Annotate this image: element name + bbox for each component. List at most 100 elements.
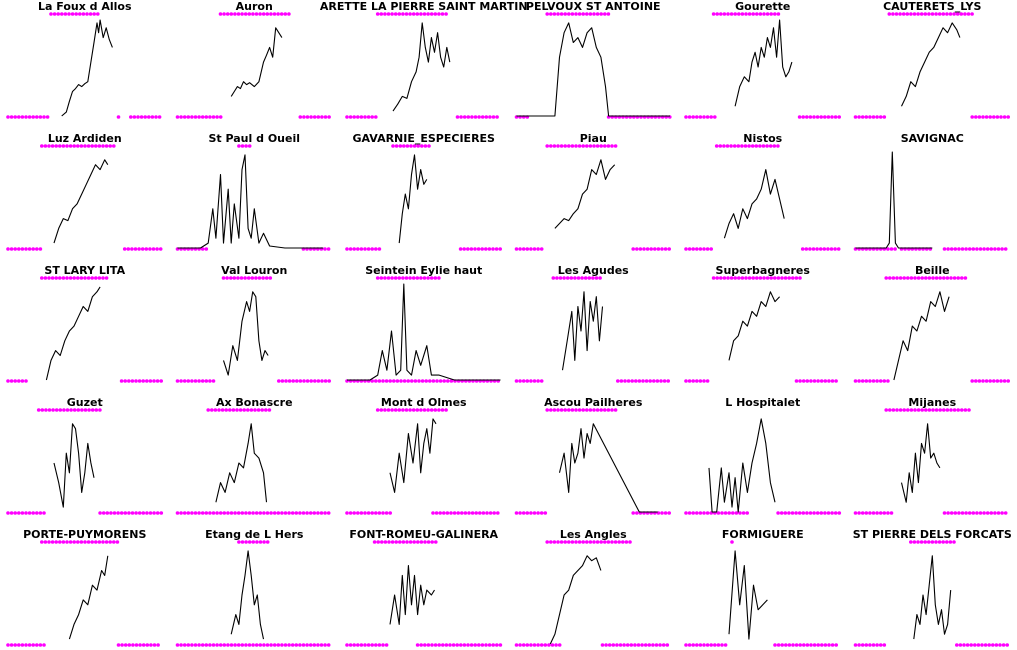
- marker-top: [408, 276, 412, 280]
- marker-bottom: [101, 511, 106, 515]
- marker-bottom: [132, 115, 137, 119]
- marker-bottom: [822, 247, 827, 251]
- marker-top: [81, 12, 86, 16]
- marker-top: [83, 408, 88, 412]
- series-line: [53, 159, 109, 244]
- marker-top: [715, 276, 719, 280]
- marker-top: [755, 276, 759, 280]
- marker-top: [244, 144, 248, 148]
- marker-top: [404, 12, 409, 16]
- marker-bottom: [702, 247, 706, 251]
- marker-top: [70, 12, 75, 16]
- marker-bottom: [320, 379, 324, 383]
- marker-bottom: [6, 247, 10, 251]
- marker-bottom: [222, 511, 227, 515]
- marker-bottom: [462, 247, 466, 251]
- marker-top: [898, 408, 903, 412]
- marker-bottom: [716, 511, 721, 515]
- marker-top: [725, 144, 730, 148]
- marker-top: [740, 276, 745, 280]
- marker-bottom: [208, 643, 212, 647]
- marker-top: [750, 144, 755, 148]
- marker-bottom: [294, 643, 299, 647]
- marker-top: [934, 540, 938, 544]
- marker-top: [891, 408, 896, 412]
- marker-bottom: [652, 379, 656, 383]
- marker-bottom: [705, 511, 710, 515]
- marker-bottom: [155, 247, 159, 251]
- marker-bottom: [995, 115, 1000, 119]
- marker-bottom: [857, 115, 861, 119]
- marker-bottom: [233, 643, 237, 647]
- marker-top: [887, 12, 892, 16]
- marker-bottom: [684, 643, 688, 647]
- marker-top: [901, 12, 906, 16]
- marker-top: [404, 276, 409, 280]
- marker-bottom: [446, 379, 450, 383]
- marker-top: [217, 408, 221, 412]
- marker-top: [419, 540, 424, 544]
- marker-bottom: [308, 643, 313, 647]
- marker-bottom: [667, 247, 671, 251]
- marker-top: [952, 408, 957, 412]
- marker-bottom: [723, 511, 728, 515]
- marker-bottom: [978, 511, 983, 515]
- marker-bottom: [665, 643, 670, 647]
- marker-bottom: [193, 511, 198, 515]
- marker-top: [83, 144, 87, 148]
- marker-bottom: [727, 511, 731, 515]
- marker-bottom: [797, 511, 802, 515]
- marker-top: [610, 408, 614, 412]
- marker-bottom: [148, 247, 152, 251]
- marker-bottom: [1001, 643, 1006, 647]
- marker-bottom: [470, 115, 474, 119]
- marker-top: [791, 276, 795, 280]
- marker-top: [733, 12, 737, 16]
- marker-bottom: [982, 511, 986, 515]
- marker-bottom: [45, 115, 50, 119]
- marker-bottom: [958, 643, 963, 647]
- marker-bottom: [13, 379, 17, 383]
- marker-bottom: [949, 511, 954, 515]
- marker-bottom: [460, 511, 464, 515]
- marker-bottom: [960, 247, 965, 251]
- marker-top: [545, 408, 549, 412]
- marker-bottom: [466, 247, 470, 251]
- marker-top: [751, 276, 755, 280]
- marker-bottom: [287, 643, 291, 647]
- marker-bottom: [622, 643, 626, 647]
- marker-bottom: [98, 511, 102, 515]
- panel-title: FONT-ROMEU-GALINERA: [349, 528, 498, 541]
- marker-bottom: [313, 379, 317, 383]
- marker-top: [235, 408, 239, 412]
- marker-bottom: [860, 511, 865, 515]
- marker-bottom: [487, 643, 492, 647]
- marker-top: [624, 540, 629, 544]
- marker-bottom: [316, 379, 321, 383]
- marker-top: [260, 408, 264, 412]
- marker-top: [420, 144, 424, 148]
- marker-bottom: [141, 379, 145, 383]
- marker-bottom: [716, 643, 721, 647]
- marker-bottom: [875, 379, 879, 383]
- marker-bottom: [640, 643, 644, 647]
- marker-top: [112, 540, 116, 544]
- marker-top: [555, 276, 559, 280]
- marker-top: [240, 12, 244, 16]
- marker-top: [722, 276, 727, 280]
- marker-bottom: [625, 643, 630, 647]
- marker-bottom: [190, 115, 194, 119]
- marker-bottom: [116, 115, 121, 119]
- marker-top: [96, 12, 100, 16]
- marker-bottom: [438, 511, 442, 515]
- marker-top: [380, 540, 384, 544]
- marker-bottom: [886, 247, 890, 251]
- marker-bottom: [305, 379, 310, 383]
- marker-top: [930, 540, 935, 544]
- marker-bottom: [738, 511, 742, 515]
- marker-top: [740, 144, 744, 148]
- marker-top: [240, 540, 245, 544]
- marker-bottom: [456, 511, 460, 515]
- marker-bottom: [200, 115, 205, 119]
- marker-bottom: [182, 643, 187, 647]
